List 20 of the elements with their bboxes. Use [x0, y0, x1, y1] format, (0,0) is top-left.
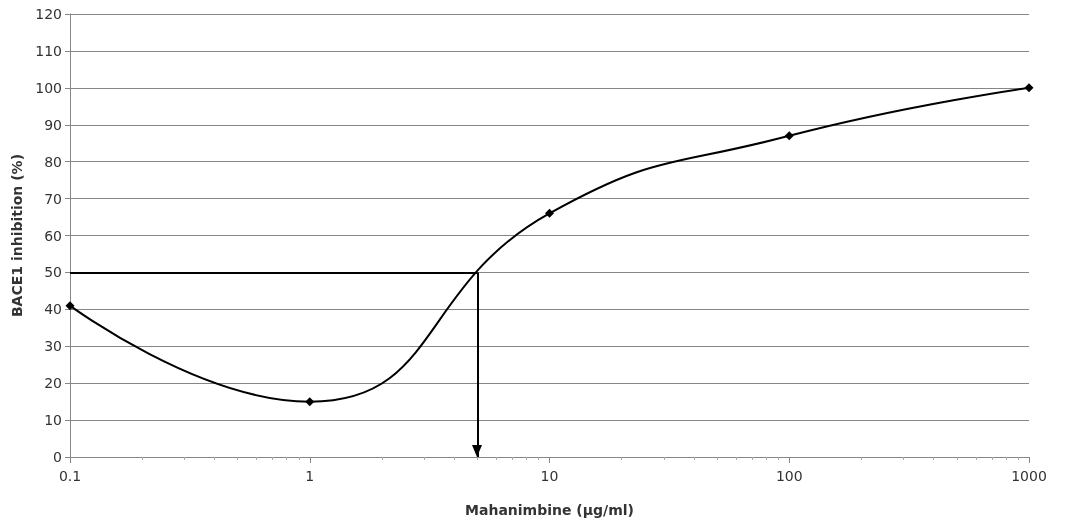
- y-tick-label: 100: [35, 79, 62, 96]
- x-tick-label: 0.1: [58, 468, 82, 484]
- y-tick-label: 120: [35, 6, 62, 22]
- y-tick-label: 60: [44, 227, 62, 244]
- y-tick-label: 50: [44, 264, 62, 281]
- y-tick-label: 40: [44, 301, 62, 318]
- y-tick-label: 90: [44, 116, 62, 133]
- y-tick-label: 70: [44, 190, 62, 207]
- y-tick-label: 30: [44, 338, 62, 355]
- y-tick-label: 20: [44, 375, 62, 392]
- y-axis-title: BACE1 inhibition (%): [9, 153, 26, 318]
- x-tick-label: 1: [305, 468, 315, 484]
- y-tick-label: 80: [44, 153, 62, 170]
- y-tick-label: 0: [53, 449, 62, 465]
- y-tick-label: 10: [44, 412, 62, 429]
- x-tick-label: 1000: [1011, 468, 1047, 484]
- y-tick-label: 110: [35, 42, 62, 59]
- x-tick-label: 100: [775, 468, 803, 484]
- x-tick-label: 10: [540, 468, 559, 484]
- x-axis-title: Mahanimbine (µg/ml): [465, 502, 634, 518]
